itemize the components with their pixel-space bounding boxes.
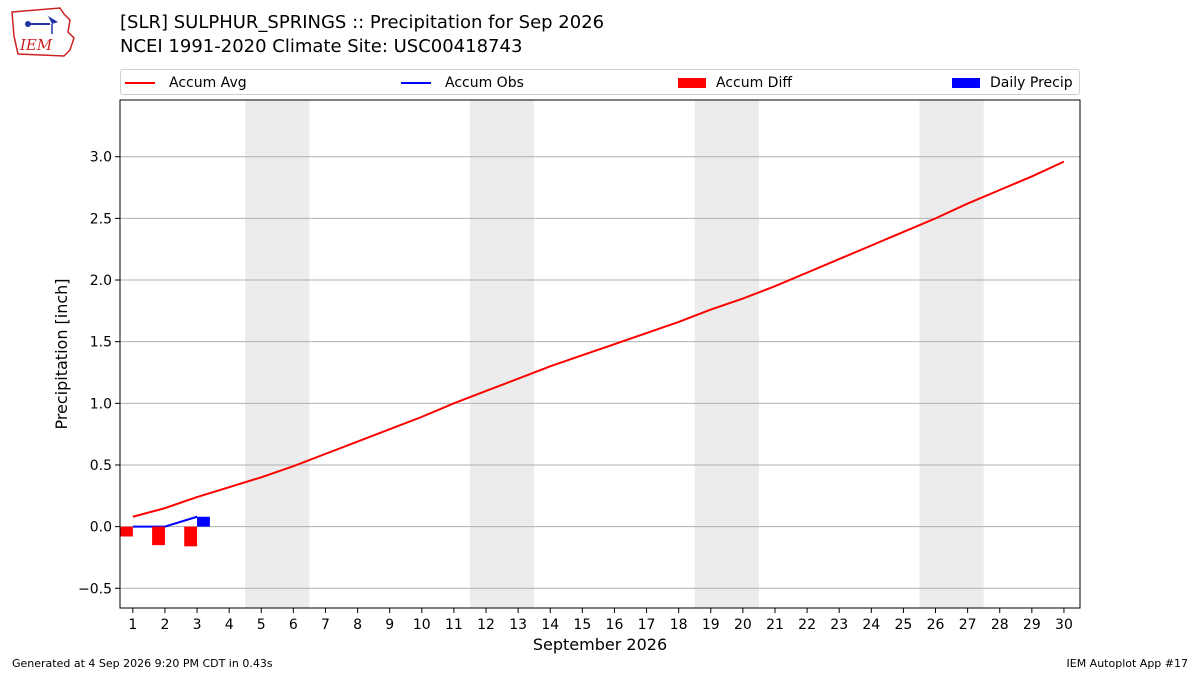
svg-text:IEM: IEM [19,36,53,54]
legend-item-accum-diff: Accum Diff [678,74,792,92]
weekend-shade [694,100,759,608]
x-tick-label: 1 [128,617,137,633]
x-tick-label: 13 [509,617,527,633]
x-tick-label: 16 [606,617,624,633]
app-credit: IEM Autoplot App #17 [1066,657,1189,670]
x-tick-label: 17 [638,617,656,633]
x-tick-label: 8 [353,617,362,633]
plot-frame [119,99,1081,609]
y-tick-label: 1.0 [90,396,112,412]
bar-daily-precip [197,516,210,527]
x-tick-label: 21 [766,617,784,633]
x-tick-label: 24 [862,617,880,633]
y-tick-label: 3.0 [90,150,112,166]
legend-item-accum-obs: Accum Obs [401,74,524,92]
x-tick-label: 18 [670,617,688,633]
x-tick-label: 19 [702,617,720,633]
chart-title: [SLR] SULPHUR_SPRINGS :: Precipitation f… [120,12,605,33]
legend-item-accum-avg: Accum Avg [125,74,247,92]
legend-label-accum-diff: Accum Diff [716,75,793,91]
x-tick-label: 3 [193,617,202,633]
legend-label-accum-avg: Accum Avg [169,75,247,91]
bar-accum-diff [152,526,165,546]
chart-legend: Accum Avg Accum Obs Accum Diff Daily Pre… [120,69,1080,95]
weekend-shade [469,100,535,608]
legend-label-daily-precip: Daily Precip [990,75,1073,91]
y-tick-label: 0.5 [90,458,112,474]
legend-swatch-accum-avg [125,82,155,84]
x-tick-label: 30 [1055,617,1073,633]
iem-logo: IEM [11,7,75,57]
y-tick-label: −0.5 [78,581,112,597]
x-tick-label: 10 [413,617,431,633]
x-tick-label: 25 [894,617,912,633]
series-line-accum-obs [132,515,198,528]
y-tick-label: 2.0 [90,273,112,289]
y-tick-label: 1.5 [90,335,112,351]
x-tick-label: 26 [927,617,945,633]
x-tick-label: 15 [573,617,591,633]
legend-swatch-accum-diff [678,78,706,88]
x-tick-label: 28 [991,617,1009,633]
legend-item-daily-precip: Daily Precip [952,74,1073,92]
weekend-shade [919,100,984,608]
x-tick-label: 5 [257,617,266,633]
chart-subtitle: NCEI 1991-2020 Climate Site: USC00418743 [120,36,523,57]
y-tick-label: 0.0 [90,520,112,536]
x-tick-label: 23 [830,617,848,633]
x-tick-label: 7 [321,617,330,633]
x-tick-label: 2 [160,617,169,633]
bar-accum-diff [120,526,133,537]
weekend-shade [245,100,310,608]
x-tick-label: 20 [734,617,752,633]
y-tick-label: 2.5 [90,211,112,227]
x-tick-label: 6 [289,617,298,633]
x-tick-label: 9 [385,617,394,633]
generated-timestamp: Generated at 4 Sep 2026 9:20 PM CDT in 0… [12,657,273,670]
x-axis-label: September 2026 [533,635,667,654]
x-tick-label: 27 [959,617,977,633]
x-tick-label: 14 [541,617,559,633]
x-tick-label: 29 [1023,617,1041,633]
x-tick-label: 4 [225,617,234,633]
legend-swatch-accum-obs [401,82,431,84]
series-line-accum-avg [132,160,1065,518]
x-tick-label: 22 [798,617,816,633]
bar-accum-diff [184,526,198,547]
legend-swatch-daily-precip [952,78,980,88]
legend-label-accum-obs: Accum Obs [445,75,524,91]
x-tick-label: 12 [477,617,495,633]
y-axis-label: Precipitation [inch] [52,278,71,429]
x-tick-label: 11 [445,617,463,633]
